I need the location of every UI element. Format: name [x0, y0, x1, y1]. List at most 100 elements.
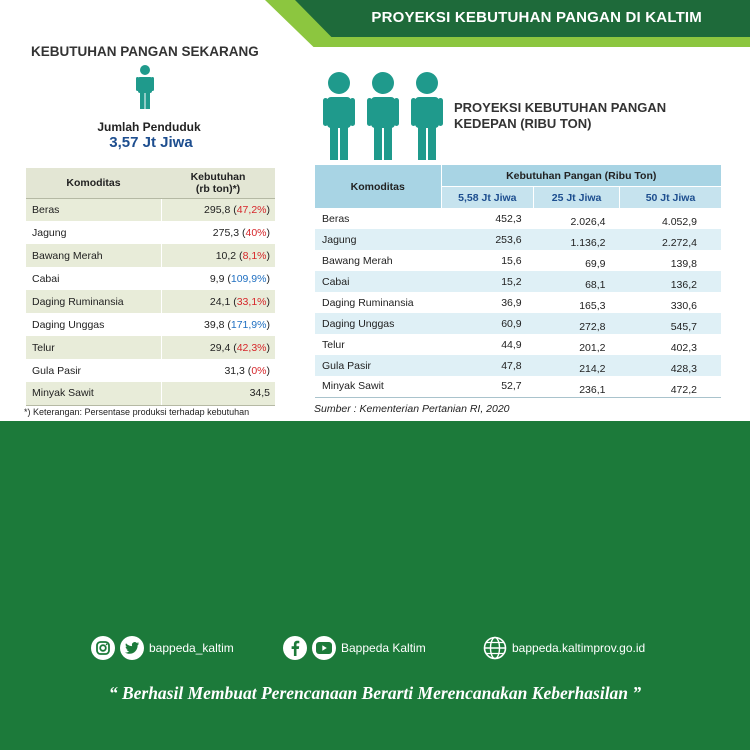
projection-title-line2: KEDEPAN (RIBU TON) — [454, 116, 592, 131]
footnote: *) Keterangan: Persentase produksi terha… — [24, 407, 250, 417]
need-value: 10,2 (8,1%) — [160, 244, 275, 267]
column-header-komoditas: Komoditas — [26, 168, 161, 199]
value-5-58-jt: 452,3 — [495, 212, 522, 225]
value-5-58-jt: 253,6 — [441, 229, 534, 250]
value-25-jt: 165,3 — [579, 300, 606, 312]
social-website: bappeda.kaltimprov.go.id — [483, 636, 645, 660]
commodity-name: Cabai — [32, 272, 60, 285]
value-50-jt: 428,3 — [619, 355, 721, 376]
social-facebook-youtube: Bappeda Kaltim — [283, 636, 426, 660]
production-percentage: 8,1% — [242, 249, 267, 262]
commodity-name: Daging Ruminansia — [322, 296, 414, 309]
person-icon — [367, 72, 399, 160]
tagline: “ Berhasil Membuat Perencanaan Berarti M… — [108, 683, 642, 703]
commodity-name: Jagung — [32, 226, 67, 239]
youtube-icon[interactable] — [312, 636, 336, 660]
value-25-jt: 272,8 — [533, 313, 620, 334]
instagram-twitter-handle[interactable]: bappeda_kaltim — [149, 641, 234, 655]
table-row: Daging Unggas 39,8 (171,9%) — [26, 313, 275, 336]
commodity-name: Jagung — [315, 229, 441, 250]
column-header-komoditas: Komoditas — [315, 165, 441, 208]
column-header-kebutuhan: Kebutuhan (rb ton)*) — [161, 168, 275, 199]
need-value: 275,3 (40%) — [160, 221, 275, 244]
table-header-row: Komoditas Kebutuhan Pangan (Ribu Ton) — [315, 165, 721, 208]
value-5-58-jt: 15,2 — [441, 271, 534, 292]
production-percentage: 109,9% — [230, 272, 267, 285]
production-percentage: 47,2% — [236, 203, 267, 216]
value-25-jt: 201,2 — [579, 342, 606, 354]
value-50-jt: 402,3 — [670, 342, 697, 354]
commodity-name: Bawang Merah — [26, 244, 161, 267]
source-note: Sumber : Kementerian Pertanian RI, 2020 — [314, 403, 510, 415]
need-value: 29,4 (42,3%) — [160, 336, 275, 359]
commodity-name: Telur — [322, 338, 345, 351]
value-5-58-jt: 15,6 — [501, 254, 522, 267]
table-row: Daging Ruminansia 36,9 165,3 330,6 — [315, 292, 721, 313]
social-instagram-twitter: bappeda_kaltim — [91, 636, 234, 660]
person-icon — [136, 65, 154, 109]
column-header-50-jt: 50 Jt Jiwa — [619, 186, 721, 208]
table-row: Daging Unggas 60,9 272,8 545,7 — [315, 313, 721, 334]
population-label: Jumlah Penduduk — [97, 120, 201, 134]
table-row: Daging Ruminansia 24,1 (33,1%) — [26, 290, 275, 313]
value-25-jt: 69,9 — [585, 258, 606, 270]
table-row: Minyak Sawit 52,7 236,1 472,2 — [315, 376, 721, 398]
commodity-name: Daging Unggas — [315, 313, 441, 334]
twitter-icon[interactable] — [120, 636, 144, 660]
value-50-jt: 2.272,4 — [619, 229, 721, 250]
table-row: Jagung 275,3 (40%) — [26, 221, 275, 244]
column-header-25-jt: 25 Jt Jiwa — [533, 186, 620, 208]
website-link[interactable]: bappeda.kaltimprov.go.id — [512, 641, 646, 655]
commodity-name: Gula Pasir — [32, 364, 82, 377]
commodity-name: Beras — [322, 212, 350, 225]
commodity-name: Telur — [26, 336, 161, 359]
projection-table: Komoditas Kebutuhan Pangan (Ribu Ton) 5,… — [315, 165, 721, 398]
facebook-youtube-handle[interactable]: Bappeda Kaltim — [341, 641, 426, 655]
footer-panel — [0, 421, 750, 750]
globe-icon — [483, 636, 507, 660]
facebook-icon[interactable] — [283, 636, 307, 660]
production-percentage: 171,9% — [230, 318, 267, 331]
column-header-kebutuhan-line1: Kebutuhan — [190, 170, 246, 183]
projection-title: PROYEKSI KEBUTUHAN PANGAN KEDEPAN (RIBU … — [454, 100, 666, 132]
value-25-jt: 2.026,4 — [570, 216, 606, 228]
commodity-name: Gula Pasir — [315, 355, 441, 376]
value-50-jt: 136,2 — [619, 271, 721, 292]
table-row: Gula Pasir 31,3 (0%) — [26, 359, 275, 382]
projection-title-line1: PROYEKSI KEBUTUHAN PANGAN — [454, 100, 667, 115]
table-row: Beras 452,3 2.026,4 4.052,9 — [315, 208, 721, 229]
instagram-icon[interactable] — [91, 636, 115, 660]
table-row: Bawang Merah 10,2 (8,1%) — [26, 244, 275, 267]
table-header-row: Komoditas Kebutuhan (rb ton)*) — [26, 168, 275, 199]
value-5-58-jt: 60,9 — [441, 313, 534, 334]
table-row: Jagung 253,6 1.136,2 2.272,4 — [315, 229, 721, 250]
value-5-58-jt: 44,9 — [501, 338, 522, 351]
page-title: PROYEKSI KEBUTUHAN PANGAN DI KALTIM — [371, 9, 702, 26]
need-value: 9,9 (109,9%) — [160, 267, 275, 290]
value-50-jt: 139,8 — [670, 258, 697, 270]
need-value: 24,1 (33,1%) — [160, 290, 275, 313]
value-5-58-jt: 47,8 — [441, 355, 534, 376]
commodity-name: Minyak Sawit — [315, 376, 441, 398]
table-row: Telur 29,4 (42,3%) — [26, 336, 275, 359]
value-5-58-jt: 36,9 — [501, 296, 522, 309]
table-row: Telur 44,9 201,2 402,3 — [315, 334, 721, 355]
person-icon — [323, 72, 355, 160]
commodity-name: Cabai — [315, 271, 441, 292]
value-25-jt: 68,1 — [533, 271, 620, 292]
need-value: 31,3 (0%) — [160, 359, 275, 382]
header-banner — [295, 0, 750, 37]
commodity-name: Daging Unggas — [32, 318, 105, 331]
column-header-5-58-jt: 5,58 Jt Jiwa — [440, 186, 534, 208]
table-row: Beras 295,8 (47,2%) — [26, 198, 275, 221]
value-50-jt: 330,6 — [670, 300, 697, 312]
commodity-name: Minyak Sawit — [26, 382, 161, 406]
production-percentage: 33,1% — [236, 295, 267, 308]
commodity-name: Bawang Merah — [322, 254, 393, 267]
value-50-jt: 472,2 — [619, 376, 721, 398]
table-row: Cabai 9,9 (109,9%) — [26, 267, 275, 290]
table-row: Bawang Merah 15,6 69,9 139,8 — [315, 250, 721, 271]
table-row: Cabai 15,2 68,1 136,2 — [315, 271, 721, 292]
production-percentage: 40% — [245, 226, 267, 239]
commodity-name: Daging Ruminansia — [26, 290, 161, 313]
